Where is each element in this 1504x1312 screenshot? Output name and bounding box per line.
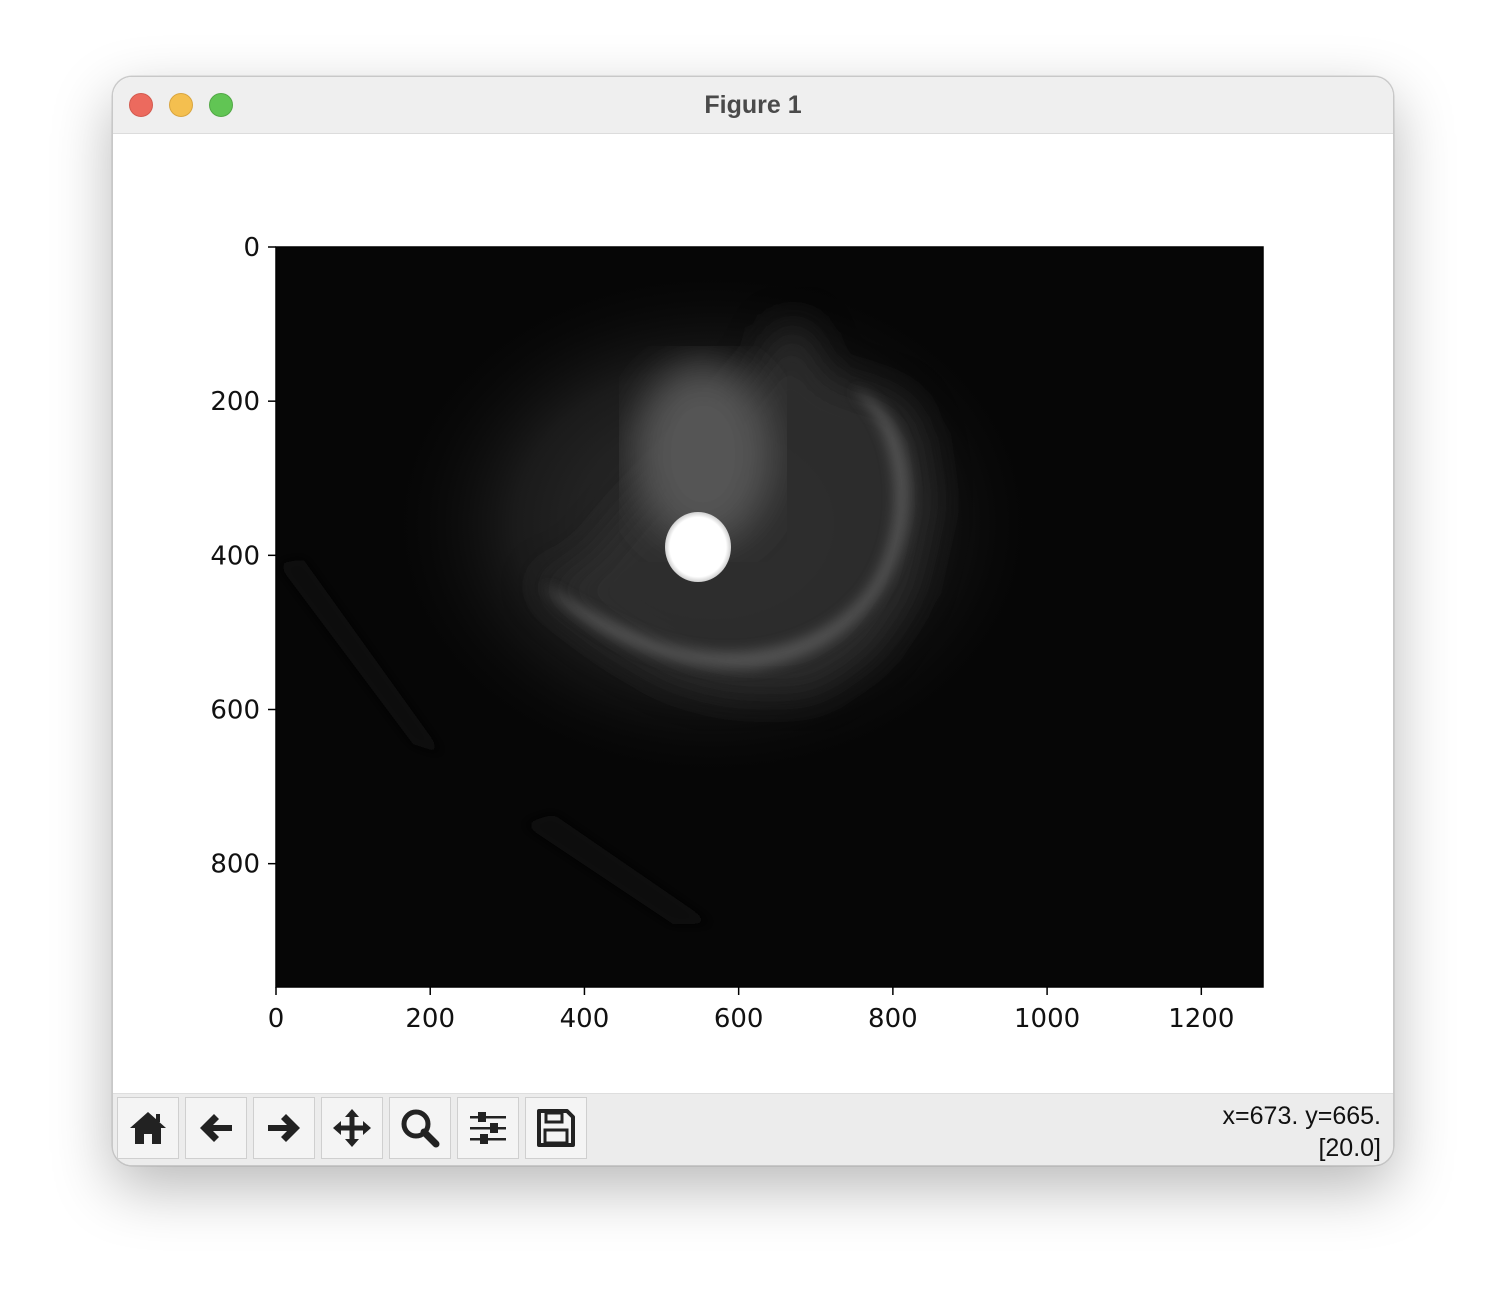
plot-svg: 0 200 400 600 800 1000 1200 0 200 400 600 800 [210, 233, 1264, 1034]
image-inner-patch [633, 364, 773, 544]
close-window-button[interactable] [129, 93, 153, 117]
x-tick-label: 800 [868, 1004, 918, 1034]
y-tick-label: 200 [210, 387, 260, 417]
image-bright-spot [665, 512, 731, 582]
navigation-toolbar: x=673. y=665. [20.0] [113, 1093, 1393, 1165]
maximize-window-button[interactable] [209, 93, 233, 117]
x-axis-ticks: 0 200 400 600 800 1000 1200 [268, 987, 1234, 1034]
zoom-button[interactable] [389, 1097, 451, 1159]
x-tick-label: 400 [560, 1004, 610, 1034]
window-title: Figure 1 [704, 91, 802, 119]
image-display [276, 247, 1263, 987]
x-tick-label: 1000 [1014, 1004, 1080, 1034]
arrow-left-icon [200, 1114, 232, 1142]
forward-button[interactable] [253, 1097, 315, 1159]
y-axis-ticks: 0 200 400 600 800 [210, 233, 276, 880]
figure-canvas[interactable]: 0 200 400 600 800 1000 1200 0 200 400 600 800 [113, 134, 1393, 1092]
arrow-right-icon [268, 1114, 300, 1142]
axes-frame [275, 246, 1264, 988]
x-tick-label: 200 [405, 1004, 455, 1034]
title-bar: Figure 1 [113, 77, 1393, 134]
minimize-window-button[interactable] [169, 93, 193, 117]
floppy-disk-icon [537, 1109, 575, 1147]
image-faint-streak [278, 559, 443, 754]
cursor-coordinates: x=673. y=665. [1222, 1102, 1381, 1130]
home-icon [130, 1112, 166, 1144]
y-tick-label: 600 [210, 696, 260, 726]
cursor-status: x=673. y=665. [20.0] [1223, 1100, 1381, 1164]
x-tick-label: 600 [714, 1004, 764, 1034]
y-tick-label: 800 [210, 850, 260, 880]
x-tick-label: 0 [268, 1004, 285, 1034]
image-faint-streak [523, 814, 713, 924]
sliders-icon [470, 1112, 506, 1144]
x-tick-label: 1200 [1168, 1004, 1234, 1034]
y-tick-label: 0 [243, 233, 260, 263]
pan-button[interactable] [321, 1097, 383, 1159]
back-button[interactable] [185, 1097, 247, 1159]
home-button[interactable] [117, 1097, 179, 1159]
pixel-value: [20.0] [1318, 1134, 1381, 1162]
configure-subplots-button[interactable] [457, 1097, 519, 1159]
save-button[interactable] [525, 1097, 587, 1159]
move-icon [333, 1109, 371, 1147]
magnifier-icon [401, 1109, 440, 1148]
figure-window: Figure 1 [112, 76, 1394, 1166]
y-tick-label: 400 [210, 541, 260, 571]
